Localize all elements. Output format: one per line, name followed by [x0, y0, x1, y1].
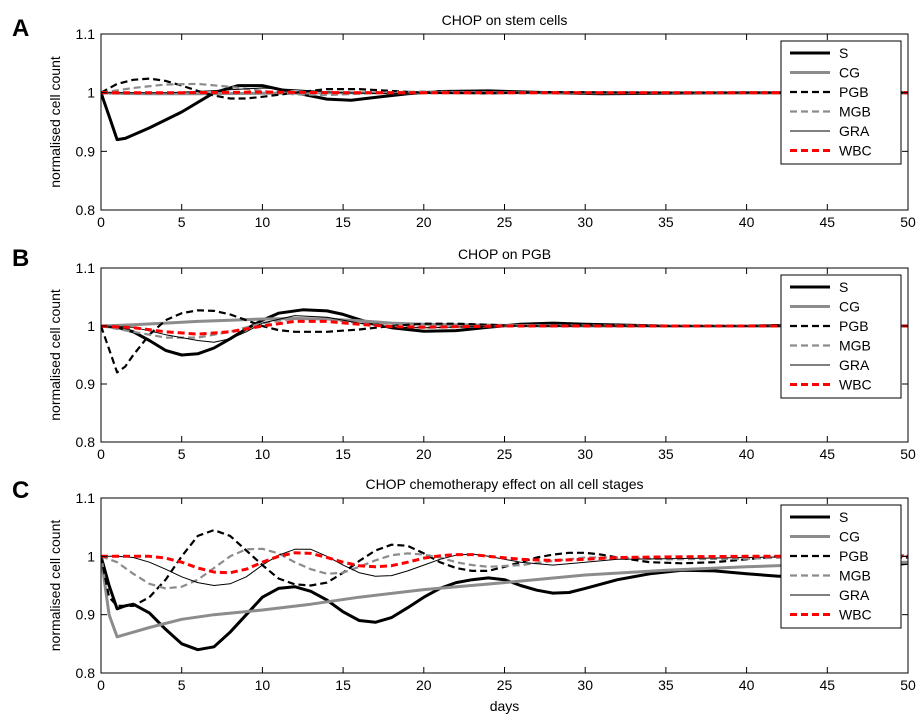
- x-tick-label: 35: [658, 214, 674, 230]
- y-axis-label: normalised cell count: [47, 289, 63, 421]
- x-tick-label: 15: [335, 677, 351, 693]
- series-line-mgb: [101, 317, 908, 339]
- x-tick-label: 10: [255, 214, 271, 230]
- y-axis-label: normalised cell count: [47, 520, 63, 652]
- y-tick-label: 1: [87, 548, 95, 564]
- legend-label-s: S: [839, 279, 848, 295]
- y-tick-label: 0.8: [76, 202, 96, 218]
- x-tick-label: 10: [255, 677, 271, 693]
- x-tick-label: 20: [416, 677, 432, 693]
- legend-label-wbc: WBC: [839, 607, 872, 623]
- x-tick-label: 5: [178, 446, 186, 462]
- x-tick-label: 15: [335, 446, 351, 462]
- x-tick-label: 40: [739, 446, 755, 462]
- legend-label-cg: CG: [839, 299, 860, 315]
- x-tick-label: 45: [820, 214, 836, 230]
- x-tick-label: 5: [178, 677, 186, 693]
- legend-label-mgb: MGB: [839, 104, 871, 120]
- series-line-wbc: [101, 319, 908, 336]
- x-tick-label: 0: [97, 214, 105, 230]
- series-line-wbc: [101, 551, 908, 575]
- chart-panel-b: B CHOP on PGB 0 5 10 15 20 25 30 35 40 45 50 0.8 0.9 1 1…: [12, 245, 916, 462]
- x-tick-label: 5: [178, 214, 186, 230]
- y-axis-label: normalised cell count: [47, 56, 63, 188]
- x-tick-label: 45: [820, 677, 836, 693]
- legend-box: [780, 274, 902, 399]
- legend-label-cg: CG: [839, 65, 860, 81]
- series-line-gra: [101, 548, 908, 586]
- x-tick-label: 20: [416, 214, 432, 230]
- series-line-cg: [101, 556, 908, 639]
- legend-label-mgb: MGB: [839, 338, 871, 354]
- y-tick-label: 1: [87, 85, 95, 101]
- series-group: [101, 528, 908, 652]
- chart-title: CHOP on stem cells: [442, 12, 568, 28]
- legend-label-wbc: WBC: [839, 143, 872, 159]
- legend: S CG PGB MGB GRA WBC: [780, 504, 902, 629]
- x-tick-label: 40: [739, 214, 755, 230]
- x-tick-label: 50: [900, 214, 916, 230]
- legend-label-pgb: PGB: [839, 84, 869, 100]
- series-line-wbc: [101, 90, 908, 95]
- series-group: [101, 77, 908, 142]
- y-tick-label: 0.8: [76, 434, 96, 450]
- x-tick-label: 30: [577, 677, 593, 693]
- series-line-pgb: [101, 528, 908, 608]
- legend-label-pgb: PGB: [839, 548, 869, 564]
- y-tick-label: 0.9: [76, 607, 96, 623]
- x-tick-label: 30: [577, 214, 593, 230]
- x-tick-label: 50: [900, 677, 916, 693]
- chart-title: CHOP chemotherapy effect on all cell sta…: [365, 476, 643, 492]
- x-tick-label: 30: [577, 446, 593, 462]
- series-line-mgb: [101, 547, 908, 590]
- series-line-pgb: [101, 77, 908, 100]
- x-tick-label: 15: [335, 214, 351, 230]
- y-tick-label: 1: [87, 318, 95, 334]
- x-tick-label: 25: [497, 446, 513, 462]
- legend-label-wbc: WBC: [839, 377, 872, 393]
- legend-label-mgb: MGB: [839, 568, 871, 584]
- legend-label-s: S: [839, 45, 848, 61]
- x-tick-label: 10: [255, 446, 271, 462]
- legend: S CG PGB MGB GRA WBC: [780, 40, 902, 165]
- y-tick-label: 0.9: [76, 376, 96, 392]
- y-tick-label: 0.8: [76, 665, 96, 681]
- panel-letter: A: [12, 15, 29, 42]
- panel-letter: C: [12, 477, 29, 504]
- y-tick-label: 1.1: [76, 260, 96, 276]
- x-tick-label: 0: [97, 677, 105, 693]
- x-tick-label: 50: [900, 446, 916, 462]
- x-tick-label: 35: [658, 677, 674, 693]
- chart-title: CHOP on PGB: [458, 246, 551, 262]
- legend-label-s: S: [839, 509, 848, 525]
- legend-label-gra: GRA: [839, 357, 870, 373]
- chart-panel-c: C CHOP chemotherapy effect on all cell st…: [12, 476, 916, 714]
- x-tick-label: 45: [820, 446, 836, 462]
- legend-box: [780, 504, 902, 629]
- x-tick-label: 25: [497, 677, 513, 693]
- x-axis-label: days: [490, 698, 520, 714]
- x-tick-label: 20: [416, 446, 432, 462]
- legend-label-pgb: PGB: [839, 318, 869, 334]
- x-tick-label: 25: [497, 214, 513, 230]
- legend-label-gra: GRA: [839, 587, 870, 603]
- chart-panel-a: A CHOP on stem cells 0 5 10 15 20 25 30 35 40 45 50 0…: [12, 12, 916, 230]
- panel-letter: B: [12, 245, 29, 272]
- series-group: [101, 308, 908, 374]
- legend: S CG PGB MGB GRA WBC: [780, 274, 902, 399]
- series-line-s: [101, 308, 908, 357]
- y-tick-label: 1.1: [76, 26, 96, 42]
- y-tick-label: 1.1: [76, 490, 96, 506]
- x-tick-label: 40: [739, 677, 755, 693]
- y-tick-label: 0.9: [76, 143, 96, 159]
- legend-box: [780, 40, 902, 165]
- legend-label-cg: CG: [839, 529, 860, 545]
- legend-label-gra: GRA: [839, 123, 870, 139]
- x-tick-label: 0: [97, 446, 105, 462]
- x-tick-label: 35: [658, 446, 674, 462]
